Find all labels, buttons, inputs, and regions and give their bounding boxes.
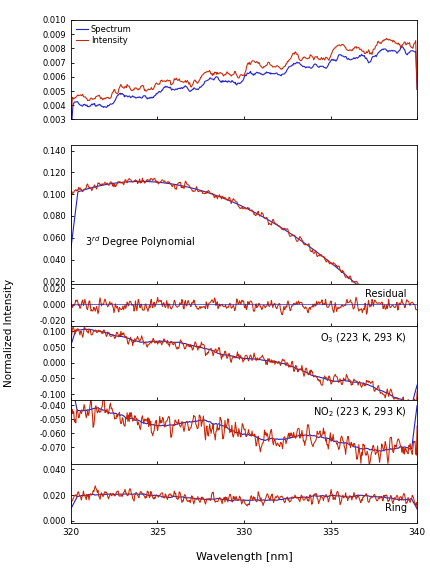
Line: Spectrum: Spectrum	[71, 46, 417, 134]
Spectrum	[352, 55, 357, 62]
Spectrum	[233, 79, 238, 86]
Intensity	[235, 73, 240, 80]
Spectrum	[235, 80, 240, 87]
Spectrum	[415, 86, 420, 93]
Legend: Spectrum, Intensity: Spectrum, Intensity	[75, 24, 132, 46]
Text: Wavelength [nm]: Wavelength [nm]	[196, 551, 292, 562]
Text: Normalized Intensity: Normalized Intensity	[4, 279, 15, 387]
Text: NO$_2$ (223 K, 293 K): NO$_2$ (223 K, 293 K)	[313, 405, 407, 419]
Spectrum	[399, 43, 404, 50]
Text: 3$^{rd}$ Degree Polynomial: 3$^{rd}$ Degree Polynomial	[85, 234, 195, 250]
Intensity	[407, 39, 412, 46]
Spectrum	[407, 50, 412, 56]
Line: Intensity: Intensity	[71, 38, 417, 123]
Text: Residual: Residual	[365, 288, 407, 299]
Intensity	[233, 68, 238, 75]
Intensity	[68, 120, 74, 127]
Intensity	[256, 60, 261, 67]
Intensity	[352, 44, 357, 51]
Text: Ring: Ring	[385, 503, 407, 513]
Intensity	[274, 62, 280, 69]
Text: O$_3$ (223 K, 293 K): O$_3$ (223 K, 293 K)	[320, 332, 407, 345]
Spectrum	[68, 131, 74, 138]
Intensity	[384, 35, 389, 42]
Intensity	[415, 86, 420, 93]
Spectrum	[256, 70, 261, 77]
Spectrum	[274, 70, 280, 77]
